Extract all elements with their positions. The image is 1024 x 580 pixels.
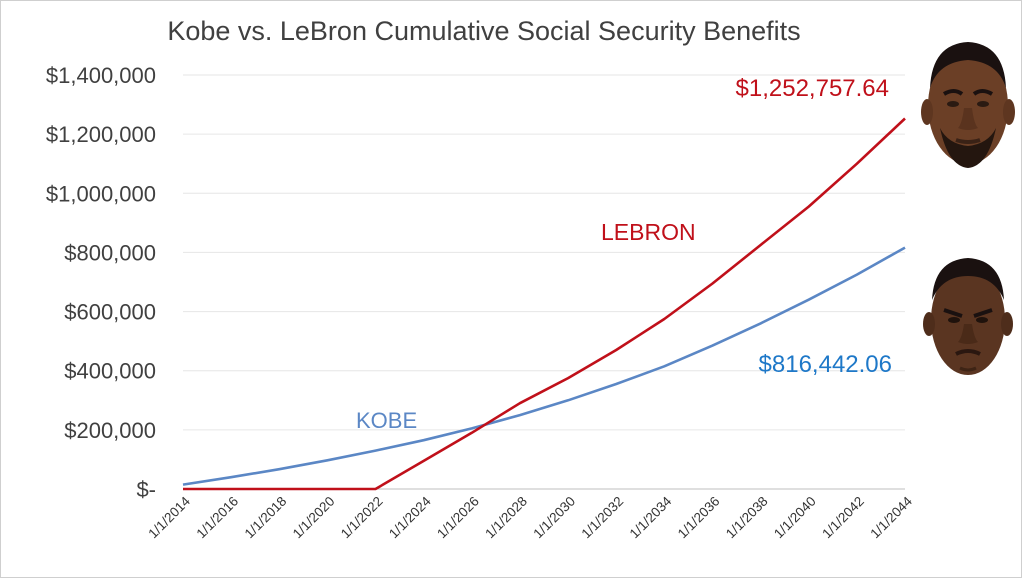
- series-label-kobe: KOBE: [356, 408, 417, 433]
- x-tick-label: 1/1/2044: [867, 493, 915, 541]
- x-tick-label: 1/1/2040: [771, 494, 819, 542]
- x-tick-label: 1/1/2018: [242, 494, 290, 542]
- x-axis-ticks: 1/1/2014 1/1/2016 1/1/2018 1/1/2020 1/1/2022…: [145, 493, 915, 541]
- end-value-label-kobe: $816,442.06: [759, 351, 892, 378]
- y-tick-label: $600,000: [64, 300, 156, 325]
- y-tick-label: $1,000,000: [46, 181, 156, 206]
- end-value-label-lebron: $1,252,757.64: [736, 75, 889, 102]
- series-lines: [182, 117, 906, 491]
- y-tick-label: $-: [136, 477, 156, 502]
- series-line-lebron: [183, 117, 906, 491]
- x-tick-label: 1/1/2020: [290, 494, 338, 542]
- x-tick-label: 1/1/2030: [530, 494, 578, 542]
- y-tick-label: $800,000: [64, 240, 156, 265]
- x-tick-label: 1/1/2032: [579, 494, 627, 542]
- x-tick-label: 1/1/2026: [434, 494, 482, 542]
- y-tick-label: $200,000: [64, 418, 156, 443]
- x-tick-label: 1/1/2034: [627, 493, 675, 541]
- x-tick-label: 1/1/2028: [482, 494, 530, 542]
- x-tick-label: 1/1/2042: [819, 494, 867, 542]
- grid-lines: [183, 74, 905, 490]
- chart-title: Kobe vs. LeBron Cumulative Social Securi…: [167, 16, 800, 46]
- y-axis-ticks: $- $200,000 $400,000 $600,000 $800,000 $1,000…: [46, 63, 156, 502]
- x-tick-label: 1/1/2022: [338, 494, 386, 542]
- x-tick-label: 1/1/2036: [675, 494, 723, 542]
- y-tick-label: $1,400,000: [46, 63, 156, 88]
- series-line-kobe: [182, 246, 906, 486]
- series-label-lebron: LEBRON: [601, 219, 696, 245]
- x-tick-label: 1/1/2024: [386, 493, 434, 541]
- x-tick-label: 1/1/2038: [723, 494, 771, 542]
- y-tick-label: $400,000: [64, 359, 156, 384]
- lebron-face-icon: [921, 42, 1015, 168]
- x-tick-label: 1/1/2016: [193, 494, 241, 542]
- y-tick-label: $1,200,000: [46, 122, 156, 147]
- kobe-face-icon: [923, 258, 1013, 375]
- series-labels: KOBE LEBRON $1,252,757.64 $816,442.06: [356, 75, 892, 433]
